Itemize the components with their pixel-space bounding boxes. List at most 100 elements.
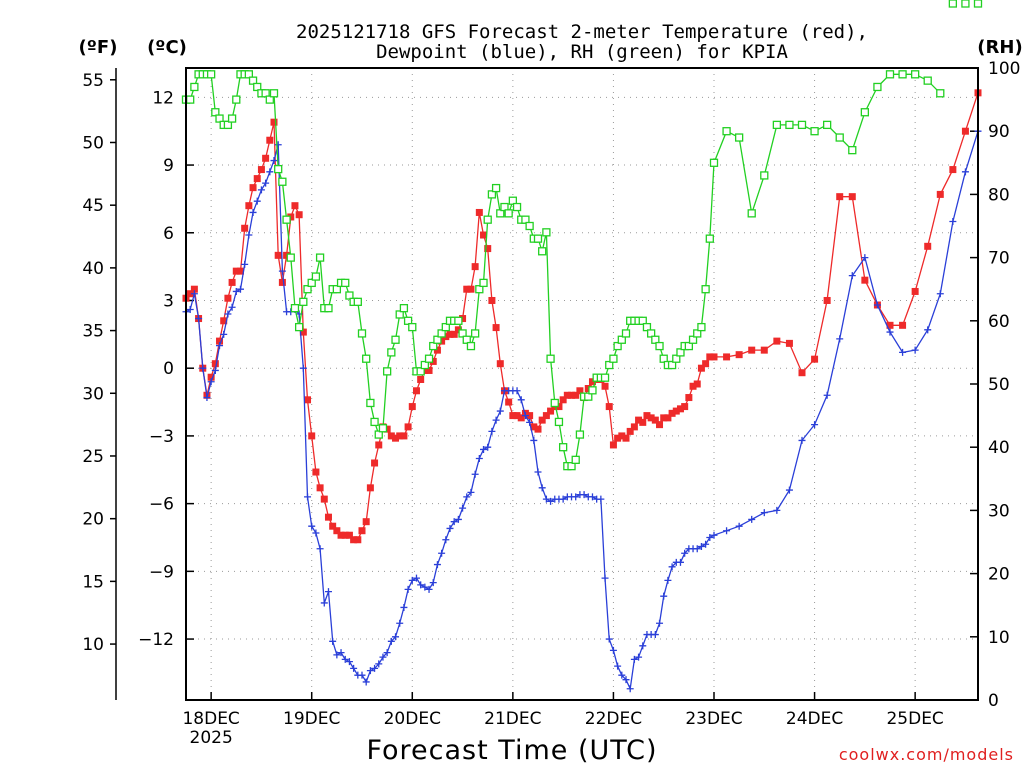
dewpoint-point	[463, 493, 471, 501]
rh-point	[441, 322, 450, 332]
rh-point	[542, 228, 551, 237]
rh-point	[299, 297, 308, 306]
rh-point	[550, 398, 559, 408]
temperature-point	[513, 412, 521, 420]
celsius-tick-label: 3	[163, 291, 174, 311]
rh-point	[538, 247, 547, 256]
dewpoint-point	[660, 592, 668, 600]
date-tick-label: 25DEC	[886, 709, 943, 729]
dewpoint-point	[232, 287, 240, 295]
rh-point	[638, 316, 647, 325]
dewpoint-point	[329, 637, 337, 645]
temperature-point	[266, 136, 274, 144]
rh-point	[525, 221, 534, 231]
rh-point	[357, 329, 367, 338]
dewpoint-point	[333, 651, 341, 659]
temperature-point	[329, 522, 337, 530]
rh-point	[693, 329, 702, 338]
dewpoint-point	[521, 412, 529, 420]
temperature-point	[358, 527, 366, 535]
dewpoint-point	[723, 527, 731, 535]
temperature-point	[626, 427, 634, 435]
temperature-point	[236, 267, 244, 275]
temperature-point	[526, 412, 534, 420]
temperature-point	[345, 531, 353, 539]
dewpoint-point	[404, 585, 412, 593]
temperature-series	[182, 89, 982, 544]
temperature-point	[509, 412, 517, 420]
dewpoint-point	[396, 619, 404, 627]
dewpoint-point	[345, 658, 353, 666]
temperature-point	[517, 414, 525, 422]
rh-point	[294, 322, 304, 332]
temperature-point	[664, 414, 672, 422]
rh-tick-label: 10	[988, 628, 1010, 648]
temperature-point	[861, 276, 869, 284]
dewpoint-point	[664, 576, 672, 584]
rh-tick-label: 50	[988, 375, 1010, 395]
dewpoint-point	[702, 540, 710, 548]
temperature-point	[341, 531, 349, 539]
dewpoint-point	[442, 536, 450, 544]
dewpoint-point	[400, 603, 408, 611]
rh-point	[433, 335, 442, 344]
temperature-line	[185, 92, 979, 541]
rh-point	[479, 278, 488, 288]
dewpoint-point	[186, 306, 194, 314]
temperature-point	[408, 403, 416, 411]
rh-point	[655, 341, 664, 351]
rh-tick-label: 60	[988, 312, 1010, 332]
dewpoint-point	[253, 197, 261, 205]
rh-point	[378, 424, 388, 433]
dewpoint-point	[278, 267, 286, 275]
temperature-point	[232, 267, 240, 275]
rh-point	[454, 316, 463, 325]
x-axis-title: Forecast Time (UTC)	[366, 735, 657, 766]
temperature-point	[425, 366, 433, 374]
date-tick-label: 21DEC	[484, 709, 541, 729]
dewpoint-point	[312, 529, 320, 537]
rh-point	[307, 278, 316, 288]
dewpoint-point	[262, 179, 270, 187]
rh-point	[345, 291, 354, 300]
dewpoint-point	[220, 330, 228, 338]
rh-point	[785, 120, 794, 130]
temperature-point	[241, 224, 249, 232]
rh-point	[684, 341, 694, 351]
rh-point	[278, 177, 287, 186]
fahrenheit-tick-label: 55	[82, 71, 104, 91]
rh-point	[651, 335, 660, 344]
rh-point	[705, 234, 714, 243]
temperature-point	[534, 425, 542, 433]
temperature-point	[484, 245, 492, 253]
rh-point	[848, 146, 857, 155]
temperature-point	[723, 353, 731, 361]
rh-point	[253, 82, 262, 92]
dewpoint-point	[651, 631, 659, 639]
temperature-point	[362, 518, 370, 526]
temperature-point	[283, 251, 291, 259]
temperature-point	[899, 321, 907, 329]
dewpoint-point	[526, 418, 534, 426]
temperature-point	[618, 432, 626, 440]
rh-unit-label: (RH)	[977, 37, 1022, 58]
temperature-point	[672, 407, 680, 415]
plot-frame	[185, 67, 979, 701]
temperature-point	[433, 346, 441, 354]
dewpoint-point	[572, 493, 580, 501]
temperature-point	[668, 409, 676, 417]
rh-point	[948, 0, 958, 8]
temperature-point	[488, 296, 496, 304]
dewpoint-point	[635, 653, 643, 661]
temperature-point	[220, 317, 228, 325]
dewpoint-point	[190, 290, 198, 298]
rh-point	[341, 278, 350, 288]
dewpoint-point	[362, 678, 370, 686]
temperature-point	[387, 432, 395, 440]
dewpoint-point	[760, 509, 768, 517]
rh-point	[353, 297, 362, 306]
temperature-point	[421, 366, 429, 374]
dewpoint-point	[236, 285, 244, 293]
dewpoint-point	[266, 168, 274, 176]
